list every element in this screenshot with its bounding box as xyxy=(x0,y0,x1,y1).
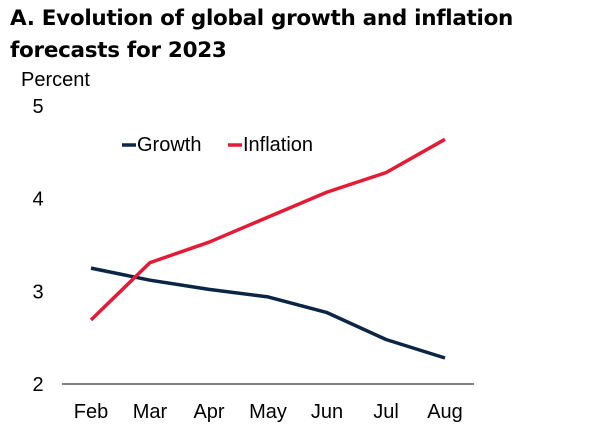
series-line-inflation xyxy=(89,137,446,322)
x-tick-label: Jun xyxy=(311,401,343,423)
x-tick-label: Apr xyxy=(193,401,224,423)
x-tick-label: Mar xyxy=(133,401,168,423)
chart-title: A. Evolution of global growth and inflat… xyxy=(10,6,514,63)
x-tick-label: May xyxy=(249,401,287,423)
x-tick-label: Aug xyxy=(427,401,463,423)
legend-label-inflation: Inflation xyxy=(243,134,313,156)
y-tick-label: 2 xyxy=(32,374,43,396)
legend-label-growth: Growth xyxy=(137,134,201,156)
series-line-growth xyxy=(90,266,446,360)
x-tick-label: Jul xyxy=(373,401,399,423)
y-tick-label: 5 xyxy=(32,96,43,118)
y-axis-label: Percent xyxy=(21,69,90,91)
y-tick-label: 3 xyxy=(32,281,43,303)
x-tick-label: Feb xyxy=(74,401,108,423)
y-tick-label: 4 xyxy=(32,189,43,211)
